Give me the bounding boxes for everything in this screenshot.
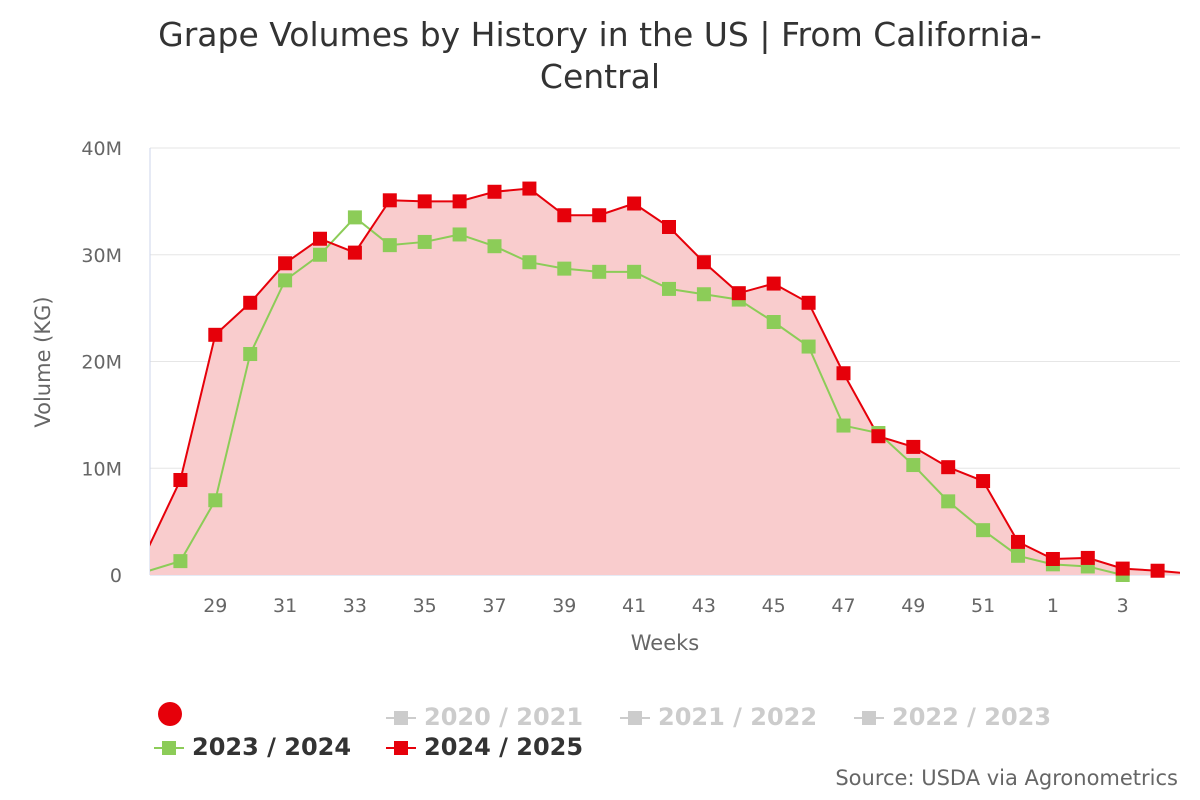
legend-item-2024-2025[interactable]: 2024 / 2025: [386, 733, 583, 761]
legend-label: 2024 / 2025: [424, 733, 584, 761]
point-2023-2024[interactable]: [627, 264, 642, 279]
point-2024-2025[interactable]: [1115, 561, 1130, 576]
point-2024-2025[interactable]: [382, 193, 397, 208]
point-2024-2025[interactable]: [313, 231, 327, 246]
legend-item-2022-2023[interactable]: 2022 / 2023: [854, 703, 1051, 731]
point-2023-2024[interactable]: [592, 264, 607, 279]
x-tick-label: 37: [482, 595, 506, 617]
point-2023-2024[interactable]: [173, 554, 188, 569]
y-tick-label: 20M: [81, 352, 122, 374]
x-axis-title: Weeks: [631, 631, 699, 655]
red-circle-icon: [158, 702, 182, 726]
point-2024-2025[interactable]: [173, 472, 188, 487]
x-tick-label: 39: [552, 595, 576, 617]
legend-label: 2022 / 2023: [892, 703, 1052, 731]
chart-title: Grape Volumes by History in the US | Fro…: [158, 15, 1042, 96]
point-2024-2025[interactable]: [557, 208, 572, 223]
x-tick-label: 51: [971, 595, 995, 617]
legend-symbol-icon: [854, 710, 884, 726]
point-2023-2024[interactable]: [906, 458, 921, 473]
point-2023-2024[interactable]: [941, 494, 956, 509]
y-tick-label: 40M: [81, 138, 122, 160]
x-tick-label: 35: [413, 595, 437, 617]
point-2024-2025[interactable]: [766, 276, 781, 291]
y-tick-label: 30M: [81, 245, 122, 267]
x-tick-label: 45: [762, 595, 786, 617]
point-2024-2025[interactable]: [906, 439, 921, 454]
legend-symbol-icon: [386, 740, 416, 756]
point-2023-2024[interactable]: [243, 347, 258, 362]
point-2024-2025[interactable]: [592, 208, 607, 223]
point-2024-2025[interactable]: [871, 429, 886, 444]
legend-item-2020-2021[interactable]: 2020 / 2021: [386, 703, 583, 731]
y-tick-label: 10M: [81, 458, 122, 480]
point-2023-2024[interactable]: [801, 339, 816, 354]
point-2023-2024[interactable]: [278, 273, 293, 288]
x-tick-label: 47: [831, 595, 855, 617]
point-2023-2024[interactable]: [417, 234, 432, 249]
point-2023-2024[interactable]: [382, 238, 397, 253]
x-axis-ticks: 29 31 33 35 37 39 41 43 45 47 49 51 1 3: [203, 595, 1129, 617]
point-2024-2025[interactable]: [1011, 534, 1025, 549]
point-2023-2024[interactable]: [836, 418, 851, 433]
point-2024-2025[interactable]: [487, 184, 502, 199]
point-2024-2025[interactable]: [243, 295, 258, 310]
x-tick-label: 3: [1117, 595, 1129, 617]
point-2024-2025[interactable]: [417, 194, 432, 209]
point-2023-2024[interactable]: [522, 255, 537, 270]
point-2024-2025[interactable]: [731, 286, 746, 301]
point-2024-2025[interactable]: [452, 194, 467, 209]
point-2023-2024[interactable]: [487, 239, 502, 254]
point-2023-2024[interactable]: [557, 261, 572, 276]
x-tick-label: 43: [692, 595, 716, 617]
legend-symbol-icon: [620, 710, 650, 726]
point-2023-2024[interactable]: [976, 523, 991, 538]
point-2024-2025[interactable]: [662, 219, 676, 234]
point-2023-2024[interactable]: [1011, 548, 1025, 563]
point-2024-2025[interactable]: [801, 295, 816, 310]
point-2024-2025[interactable]: [627, 196, 642, 211]
legend-label: 2021 / 2022: [658, 703, 818, 731]
point-2024-2025[interactable]: [696, 255, 711, 270]
point-2023-2024[interactable]: [208, 493, 223, 508]
source-credit: Source: USDA via Agronometrics: [835, 766, 1178, 790]
x-tick-label: 33: [343, 595, 367, 617]
point-2023-2024[interactable]: [662, 281, 676, 296]
series-layer: [150, 181, 1180, 582]
point-2024-2025[interactable]: [522, 181, 537, 196]
point-2023-2024[interactable]: [347, 210, 362, 225]
point-2024-2025[interactable]: [1150, 563, 1165, 578]
point-2024-2025[interactable]: [347, 245, 362, 260]
y-axis-ticks: 0 10M 20M 30M 40M: [81, 138, 122, 587]
x-tick-label: 41: [622, 595, 646, 617]
x-tick-label: 29: [203, 595, 227, 617]
point-2024-2025[interactable]: [1045, 551, 1060, 566]
legend-item-2023-2024[interactable]: 2023 / 2024: [154, 733, 351, 761]
y-tick-label: 0: [110, 565, 122, 587]
series-area-2024-2025: [150, 188, 1180, 575]
legend-symbol-icon: [154, 740, 184, 756]
x-tick-label: 1: [1047, 595, 1059, 617]
point-2023-2024[interactable]: [766, 315, 781, 330]
point-2023-2024[interactable]: [696, 287, 711, 302]
legend-symbol-icon: [386, 710, 416, 726]
legend-label: 2023 / 2024: [192, 733, 352, 761]
legend-item-2021-2022[interactable]: 2021 / 2022: [620, 703, 817, 731]
point-2024-2025[interactable]: [208, 327, 223, 342]
legend-label: 2020 / 2021: [424, 703, 584, 731]
point-2024-2025[interactable]: [976, 474, 991, 489]
point-2024-2025[interactable]: [278, 256, 293, 271]
y-axis-title: Volume (KG): [31, 296, 55, 427]
point-2023-2024[interactable]: [313, 247, 327, 262]
point-2024-2025[interactable]: [941, 460, 956, 475]
point-2023-2024[interactable]: [452, 227, 467, 242]
point-2024-2025[interactable]: [1080, 550, 1095, 565]
point-2024-2025[interactable]: [836, 366, 851, 381]
x-tick-label: 31: [273, 595, 297, 617]
x-tick-label: 49: [901, 595, 925, 617]
